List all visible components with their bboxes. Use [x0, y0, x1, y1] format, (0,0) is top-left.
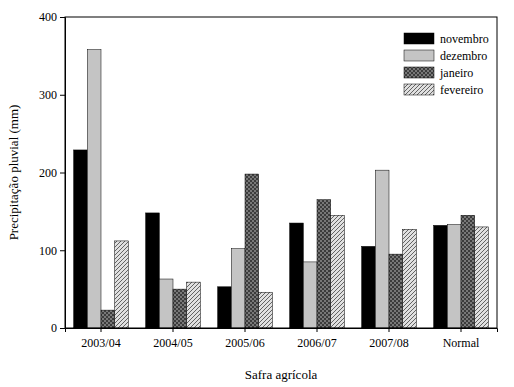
x-tick-label: Normal: [443, 336, 480, 350]
bar: [475, 227, 489, 328]
x-axis: 2003/04 2004/05 2005/06 2006/07 2007/08 Norma…: [66, 328, 498, 350]
x-tick: Normal: [443, 328, 480, 350]
y-tick-mark: [60, 173, 65, 174]
bar: [461, 215, 475, 328]
x-tick-mark: [245, 328, 246, 332]
bar: [115, 241, 129, 328]
y-tick: 200: [39, 166, 65, 180]
bar: [101, 310, 115, 328]
y-tick-mark: [60, 95, 65, 96]
bar: [159, 279, 173, 328]
y-axis: 0 100 200 300 400: [39, 10, 66, 335]
x-tick-label: 2006/07: [297, 336, 336, 350]
chart: 0 100 200 300 400 2003/04 2004/05 2005/06 2006/0…: [0, 0, 514, 387]
y-tick: 0: [51, 321, 65, 335]
x-tick-label: 2003/04: [81, 336, 120, 350]
legend-item: dezembro: [404, 49, 487, 63]
bar: [362, 246, 376, 328]
bar: [331, 215, 345, 328]
y-tick-label: 200: [39, 166, 57, 180]
y-tick-label: 100: [39, 244, 57, 258]
legend-swatch: [404, 84, 434, 95]
y-tick-mark: [60, 17, 65, 18]
y-tick-label: 400: [39, 10, 57, 24]
bars: [74, 50, 489, 328]
legend-label: novembro: [440, 32, 489, 46]
legend-label: dezembro: [440, 49, 487, 63]
x-tick-mark: [101, 328, 102, 332]
x-tick-mark: [173, 328, 174, 332]
x-axis-line: [66, 329, 498, 333]
x-tick-label: 2007/08: [369, 336, 408, 350]
bar: [245, 174, 259, 328]
bar: [434, 225, 448, 328]
legend: novembro dezembro janeiro fevereiro: [404, 32, 489, 97]
plot-frame: [65, 17, 497, 328]
x-tick: 2003/04: [81, 328, 120, 350]
bar: [375, 170, 389, 328]
x-tick: 2007/08: [369, 328, 408, 350]
bar: [187, 282, 201, 328]
bar: [303, 262, 317, 328]
x-tick-mark: [461, 328, 462, 332]
bar: [231, 249, 245, 328]
y-tick: 300: [39, 88, 65, 102]
legend-label: janeiro: [439, 66, 473, 80]
legend-swatch: [404, 67, 434, 78]
x-tick: 2004/05: [153, 328, 192, 350]
bar: [403, 229, 417, 328]
plot: 0 100 200 300 400 2003/04 2004/05 2005/06 2006/0…: [39, 10, 498, 350]
bar: [317, 200, 331, 328]
x-tick: 2006/07: [297, 328, 336, 350]
bar: [447, 225, 461, 328]
bar: [74, 150, 88, 328]
bar: [259, 292, 273, 328]
legend-item: fevereiro: [404, 83, 483, 97]
x-tick-label: 2005/06: [225, 336, 264, 350]
legend-label: fevereiro: [440, 83, 483, 97]
x-tick-mark: [389, 328, 390, 332]
y-tick-mark: [60, 250, 65, 251]
bar: [87, 50, 101, 328]
legend-item: janeiro: [404, 66, 473, 80]
y-tick: 400: [39, 10, 65, 24]
legend-swatch: [404, 50, 434, 61]
x-tick-label: 2004/05: [153, 336, 192, 350]
bar: [218, 287, 232, 328]
y-axis-title: Precipitação pluvial (mm): [6, 105, 21, 241]
legend-item: novembro: [404, 32, 489, 46]
y-tick-label: 0: [51, 321, 57, 335]
y-tick: 100: [39, 244, 65, 258]
bar: [389, 254, 403, 328]
x-tick: 2005/06: [225, 328, 264, 350]
y-tick-mark: [60, 328, 65, 329]
bar: [146, 213, 160, 328]
bar: [173, 289, 187, 328]
bar: [290, 223, 304, 328]
x-tick-mark: [317, 328, 318, 332]
y-tick-label: 300: [39, 88, 57, 102]
x-axis-title: Safra agrícola: [245, 367, 318, 382]
legend-swatch: [404, 33, 434, 44]
